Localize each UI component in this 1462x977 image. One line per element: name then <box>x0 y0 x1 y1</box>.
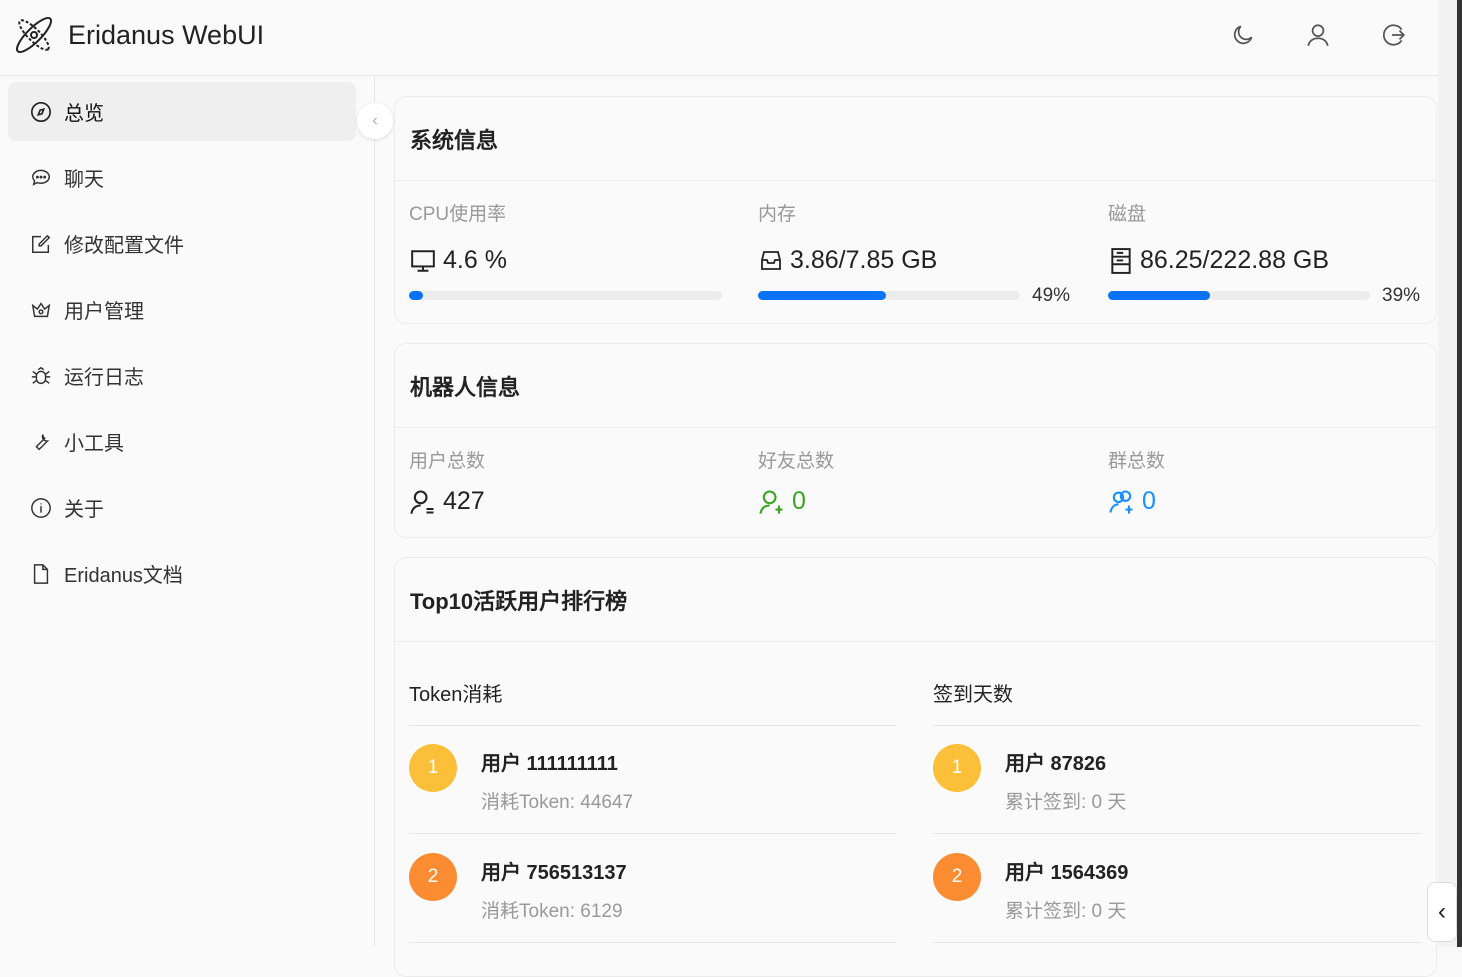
ranking-card: Top10活跃用户排行榜 Token消耗 签到天数 1 用户 111111111 消… <box>394 557 1437 977</box>
edit-icon <box>32 234 51 253</box>
user-stat: 累计签到: 0 天 <box>1005 792 1127 813</box>
list-item: 1 用户 111111111 消耗Token: 44647 <box>409 725 897 834</box>
disk-percent: 39% <box>1382 285 1421 306</box>
sidebar-item-logs[interactable]: 运行日志 <box>8 346 356 405</box>
sidebar-item-docs[interactable]: Eridanus文档 <box>8 544 356 603</box>
logo-icon <box>16 17 52 53</box>
sidebar-item-label: 用户管理 <box>64 301 144 323</box>
user-icon <box>410 489 434 514</box>
file-icon <box>33 563 49 584</box>
disk-progress-bar <box>1108 291 1370 300</box>
sidebar: 总览 聊天 修改配置文件 用户管理 运行日志 小工具 关于 Eridanus文档 <box>0 76 375 947</box>
list-item: 2 用户 756513137 消耗Token: 6129 <box>409 834 897 943</box>
group-icon <box>1109 489 1133 514</box>
user-name: 用户 756513137 <box>481 862 627 884</box>
memory-percent: 49% <box>1032 285 1071 306</box>
sidebar-item-label: 关于 <box>64 499 104 521</box>
card-title: 系统信息 <box>395 97 1436 181</box>
progress-fill <box>409 291 424 300</box>
monitor-icon <box>411 249 435 272</box>
stat-value: 86.25/222.88 GB <box>1140 246 1330 274</box>
chevron-left-icon: ‹ <box>372 112 378 129</box>
user-stat: 消耗Token: 44647 <box>481 792 634 813</box>
rank-badge: 2 <box>409 853 457 901</box>
list-item: 1 用户 87826 累计签到: 0 天 <box>933 725 1421 834</box>
window-edge <box>1457 0 1462 947</box>
sidebar-item-label: 聊天 <box>64 169 104 191</box>
stat-value: 0 <box>792 487 806 515</box>
chevron-left-icon: ‹ <box>1438 898 1446 925</box>
disk-stat: 磁盘 86.25/222.88 GB <box>1108 199 1428 275</box>
logout-icon[interactable] <box>1380 22 1406 48</box>
memory-progress-bar <box>758 291 1020 300</box>
sidebar-item-label: 修改配置文件 <box>64 235 184 257</box>
stat-value: 0 <box>1142 487 1156 515</box>
compass-icon <box>31 101 51 122</box>
system-info-card: 系统信息 CPU使用率 4.6 % 内存 3.86/7.85 GB 49% 磁盘… <box>394 96 1437 324</box>
stat-value: 3.86/7.85 GB <box>790 246 938 274</box>
user-icon[interactable] <box>1305 22 1331 48</box>
user-name: 用户 111111111 <box>481 753 618 775</box>
moon-icon[interactable] <box>1230 22 1256 48</box>
stat-label: 群总数 <box>1108 451 1166 472</box>
rank-badge: 1 <box>933 744 981 792</box>
stat-value: 427 <box>443 487 485 515</box>
sidebar-item-overview[interactable]: 总览 <box>8 82 356 141</box>
list-item: 2 用户 1564369 累计签到: 0 天 <box>933 834 1421 943</box>
server-icon <box>1111 247 1131 274</box>
card-title: Top10活跃用户排行榜 <box>395 558 1436 642</box>
add-user-icon <box>759 489 783 514</box>
user-stat: 消耗Token: 6129 <box>481 901 623 922</box>
user-stat: 累计签到: 0 天 <box>1005 901 1127 922</box>
cpu-progress-bar <box>409 291 722 300</box>
bot-info-card: 机器人信息 用户总数 427 好友总数 0 群总数 0 <box>394 343 1437 538</box>
sidebar-item-label: 小工具 <box>64 433 124 455</box>
rank-badge: 2 <box>933 853 981 901</box>
token-column-title: Token消耗 <box>409 684 503 706</box>
cpu-stat: CPU使用率 4.6 % <box>409 199 729 275</box>
scrollbar[interactable] <box>1438 0 1457 947</box>
stat-label: CPU使用率 <box>409 204 507 225</box>
friends-stat: 好友总数 0 <box>758 446 1078 516</box>
app-title: Eridanus WebUI <box>68 20 265 50</box>
user-name: 用户 1564369 <box>1005 862 1129 884</box>
sidebar-item-config[interactable]: 修改配置文件 <box>8 214 356 273</box>
expand-panel-button[interactable]: ‹ <box>1427 882 1457 942</box>
progress-fill <box>1108 291 1211 300</box>
rank-badge: 1 <box>409 744 457 792</box>
sidebar-item-about[interactable]: 关于 <box>8 478 356 537</box>
users-stat: 用户总数 427 <box>409 446 729 516</box>
stat-label: 好友总数 <box>758 451 835 472</box>
stat-label: 用户总数 <box>409 451 486 472</box>
stat-value: 4.6 % <box>443 246 507 274</box>
chat-icon <box>32 169 50 186</box>
progress-fill <box>758 291 887 300</box>
header: Eridanus WebUI <box>0 0 1457 76</box>
inbox-icon <box>761 250 781 270</box>
stat-label: 内存 <box>758 204 797 225</box>
card-title: 机器人信息 <box>395 344 1436 428</box>
stat-label: 磁盘 <box>1108 204 1147 225</box>
sidebar-item-label: 运行日志 <box>64 367 144 389</box>
collapse-sidebar-button[interactable]: ‹ <box>357 103 393 139</box>
signin-column-title: 签到天数 <box>933 684 1013 706</box>
crown-icon <box>31 301 51 317</box>
sidebar-item-chat[interactable]: 聊天 <box>8 148 356 207</box>
memory-stat: 内存 3.86/7.85 GB <box>758 199 1078 275</box>
groups-stat: 群总数 0 <box>1108 446 1428 516</box>
sidebar-item-tools[interactable]: 小工具 <box>8 412 356 471</box>
sidebar-item-label: Eridanus文档 <box>64 565 183 587</box>
sidebar-item-label: 总览 <box>64 103 104 125</box>
bug-icon <box>31 366 51 384</box>
user-name: 用户 87826 <box>1005 753 1107 775</box>
sidebar-item-users[interactable]: 用户管理 <box>8 280 356 339</box>
wrench-icon <box>35 433 50 450</box>
info-icon <box>31 497 51 518</box>
